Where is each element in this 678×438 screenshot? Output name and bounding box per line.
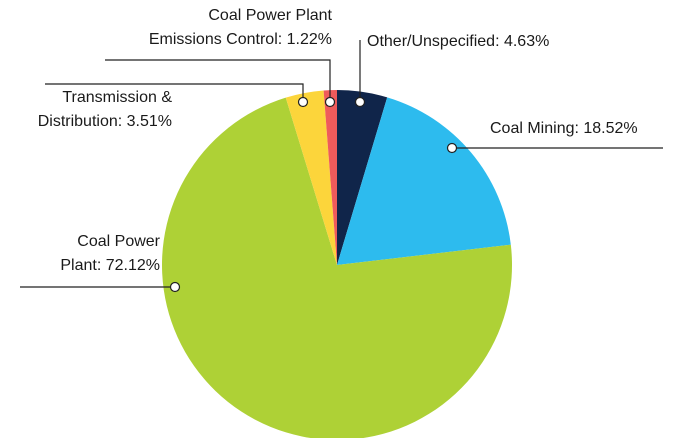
leader-line <box>45 83 304 102</box>
leader-dot <box>324 96 336 108</box>
slice-label: Emissions Control: 1.22% <box>149 31 332 48</box>
slice-label: Coal Power Plant <box>208 7 332 24</box>
slice-label: Distribution: 3.51% <box>38 113 172 130</box>
slice-label: Plant: 72.12% <box>60 257 160 274</box>
pie-slice <box>337 97 511 266</box>
slice-label: Transmission & <box>62 89 172 106</box>
leader-dot <box>446 142 458 154</box>
leader-dot <box>169 281 181 293</box>
slice-label: Coal Power <box>77 233 160 250</box>
leader-line <box>105 59 331 102</box>
pie-slice <box>337 90 388 265</box>
pie-slice <box>285 90 337 266</box>
slice-label: Coal Mining: 18.52% <box>490 120 638 137</box>
slice-label: Other/Unspecified: 4.63% <box>367 33 549 50</box>
pie-slice <box>162 97 512 438</box>
pie-slice <box>323 90 337 265</box>
leader-dot <box>354 96 366 108</box>
leader-dot <box>297 96 309 108</box>
